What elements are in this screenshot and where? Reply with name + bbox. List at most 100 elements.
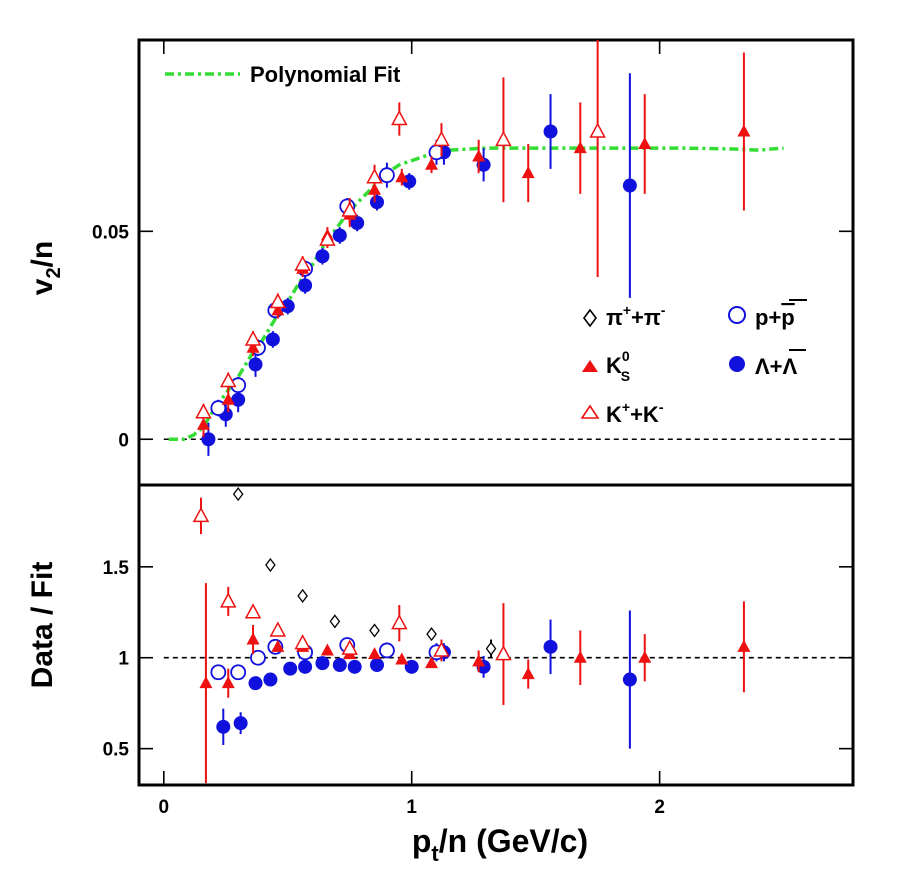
x-label-base: p [412, 823, 432, 859]
top-y-label-base: v [26, 278, 59, 295]
data-point-diamond-open [426, 627, 437, 642]
data-point-triangle-filled [737, 124, 751, 137]
legend-pion-label: π++π- [606, 302, 666, 330]
data-point-triangle-filled [638, 650, 652, 663]
y-tick-label: 0 [118, 430, 129, 451]
data-point-diamond-open [232, 487, 244, 502]
data-point-circle-filled [347, 659, 362, 674]
series-triangle-filled [196, 52, 751, 438]
data-point-triangle-filled [638, 136, 652, 149]
data-point-circle-filled [263, 672, 278, 687]
data-point-triangle-open [244, 603, 262, 619]
top-plot-frame [137, 38, 855, 487]
data-point-triangle-filled [199, 676, 213, 689]
data-point-circle-filled [298, 659, 313, 674]
data-point-triangle-open [269, 621, 287, 637]
data-point-circle-filled [280, 299, 295, 314]
pion-sup2: - [661, 302, 666, 318]
y-tick-label: 0.5 [103, 740, 130, 761]
data-point-triangle-open [366, 168, 383, 184]
kaon-mid: +K [630, 402, 659, 427]
data-point-circle-open [210, 400, 227, 416]
data-point-triangle-filled [573, 141, 587, 154]
pion-base: π [606, 305, 623, 330]
kaon-base: K [606, 402, 622, 427]
data-point-triangle-open [244, 330, 262, 346]
x-ticks: 0 1 2 [159, 40, 665, 818]
x-tick-label: 2 [654, 797, 665, 818]
data-point-circle-filled [370, 195, 384, 210]
lambda-bar: Λ [783, 354, 798, 379]
data-point-triangle-open [192, 506, 210, 523]
data-point-triangle-filled [395, 652, 409, 665]
lambda-text: Λ+ [755, 354, 783, 379]
data-point-triangle-filled [320, 643, 334, 656]
x-tick-label: 0 [159, 797, 170, 818]
data-point-circle-filled [248, 357, 263, 372]
bottom-y-ticks: 0.5 1 1.5 [103, 558, 853, 761]
legend: Polynomial Fit π++π- p+p K0 S Λ+Λ K++K- [165, 62, 807, 427]
bottom-plot-frame [137, 483, 855, 787]
data-point-triangle-open [219, 592, 237, 608]
data-point-circle-filled [201, 432, 216, 447]
data-point-triangle-open [269, 292, 287, 309]
pion-mid: +π [631, 305, 661, 330]
data-point-circle-filled [543, 639, 558, 654]
bottom-panel: 0.5 1 1.5 0 1 2 [103, 40, 855, 818]
top-panel: 00.05 [92, 38, 855, 487]
data-point-triangle-filled [395, 170, 409, 183]
data-point-circle-filled [370, 658, 384, 672]
data-point-circle-open [379, 642, 395, 659]
legend-ks-label: K0 S [606, 348, 630, 384]
data-point-triangle-open [495, 130, 512, 147]
series-triangle-open [192, 497, 512, 705]
top-y-label-rest: /n [26, 241, 59, 268]
data-point-triangle-open [195, 403, 212, 419]
data-point-triangle-filled [368, 647, 382, 660]
series-triangle-open [195, 40, 606, 421]
legend-fit-label: Polynomial Fit [250, 62, 401, 87]
ks-sub: S [621, 368, 630, 384]
data-point-triangle-open [391, 614, 408, 630]
data-point-circle-filled [283, 661, 298, 676]
fit-curve-line [168, 146, 784, 442]
pion-sup1: + [623, 302, 631, 318]
kaon-sup1: + [622, 399, 630, 415]
data-point-triangle-filled [196, 417, 210, 430]
data-point-circle-filled [315, 656, 330, 671]
data-point-circle-open [379, 167, 395, 184]
data-point-circle-filled [216, 719, 231, 734]
legend-pion-marker [583, 308, 597, 328]
data-point-diamond-open [369, 623, 380, 638]
ks-sup: 0 [622, 348, 630, 364]
data-point-triangle-open [589, 122, 606, 138]
y-tick-label: 0.05 [92, 222, 129, 243]
data-point-diamond-open [329, 614, 341, 629]
x-label-rest: /n (GeV/c) [439, 823, 588, 859]
ks-base: K [606, 353, 622, 378]
legend-kaon-label: K++K- [606, 399, 664, 427]
data-point-triangle-open [319, 230, 336, 246]
data-point-circle-open [210, 664, 227, 681]
bottom-y-axis-label: Data / Fit [26, 562, 59, 689]
data-point-triangle-filled [221, 676, 235, 689]
data-point-circle-filled [543, 124, 558, 139]
y-tick-label: 1 [118, 649, 129, 670]
data-point-circle-filled [248, 676, 263, 691]
data-point-circle-filled [315, 249, 330, 264]
data-point-triangle-filled [573, 650, 587, 663]
data-point-diamond-open [485, 641, 497, 656]
data-point-diamond-open [297, 588, 308, 603]
proton-text: p+ [755, 305, 781, 330]
data-point-circle-open [230, 664, 247, 681]
data-point-triangle-open [495, 645, 512, 661]
data-point-triangle-open [294, 255, 311, 271]
data-point-circle-filled [298, 278, 313, 293]
top-y-label-sub: 2 [43, 267, 65, 278]
data-point-triangle-open [219, 371, 237, 388]
data-point-circle-filled [265, 332, 280, 347]
legend-proton-label: p+p [755, 305, 795, 330]
bottom-data-points [192, 487, 751, 784]
legend-kaon-marker [580, 404, 600, 419]
data-point-triangle-filled [737, 639, 751, 652]
